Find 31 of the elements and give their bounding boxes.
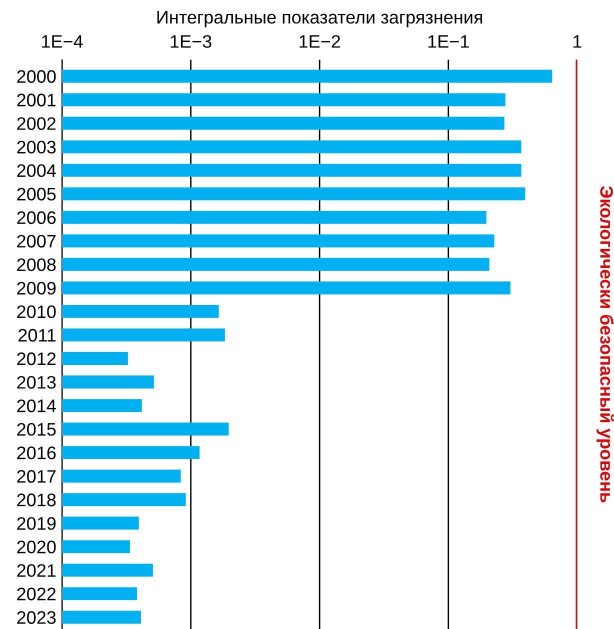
y-tick-label: 2003 [17,140,56,154]
y-tick-label: 2019 [17,517,56,530]
y-tick-label: 2017 [17,470,56,483]
y-tick-label: 2005 [17,188,56,201]
ref-line-label: Экологически безопасный уровень [596,186,614,502]
y-tick-label: 2013 [17,376,56,389]
y-tick-label: 2001 [17,94,56,106]
x-tick-label: 1E−3 [170,35,212,48]
y-tick-label: 2000 [17,70,56,83]
y-tick-label: 2002 [17,117,56,130]
y-tick-label: 2016 [17,446,56,460]
y-tick-label: 2010 [17,305,56,318]
x-tick-label: 1E−1 [428,35,469,48]
y-tick-label: 2021 [17,564,56,577]
y-tick-label: 2023 [17,611,56,624]
y-tick-label: 2022 [17,588,56,600]
y-tick-label: 2018 [17,494,56,506]
x-tick-label: 1 [574,35,582,48]
x-tick-label: 1E−2 [300,35,340,48]
x-axis-title: Интегральные показатели загрязнения [157,11,482,28]
x-tick-label: 1E−4 [42,35,83,48]
y-tick-label: 2014 [17,399,56,412]
y-tick-label: 2009 [17,282,56,295]
y-tick-label: 2007 [17,234,56,248]
y-tick-label: 2006 [17,211,56,224]
y-tick-label: 2015 [17,422,56,436]
y-tick-label: 2008 [17,258,56,272]
y-tick-label: 2012 [17,352,56,366]
y-tick-label: 2011 [18,328,56,342]
y-tick-label: 2020 [17,540,56,554]
y-tick-label: 2004 [17,164,56,178]
